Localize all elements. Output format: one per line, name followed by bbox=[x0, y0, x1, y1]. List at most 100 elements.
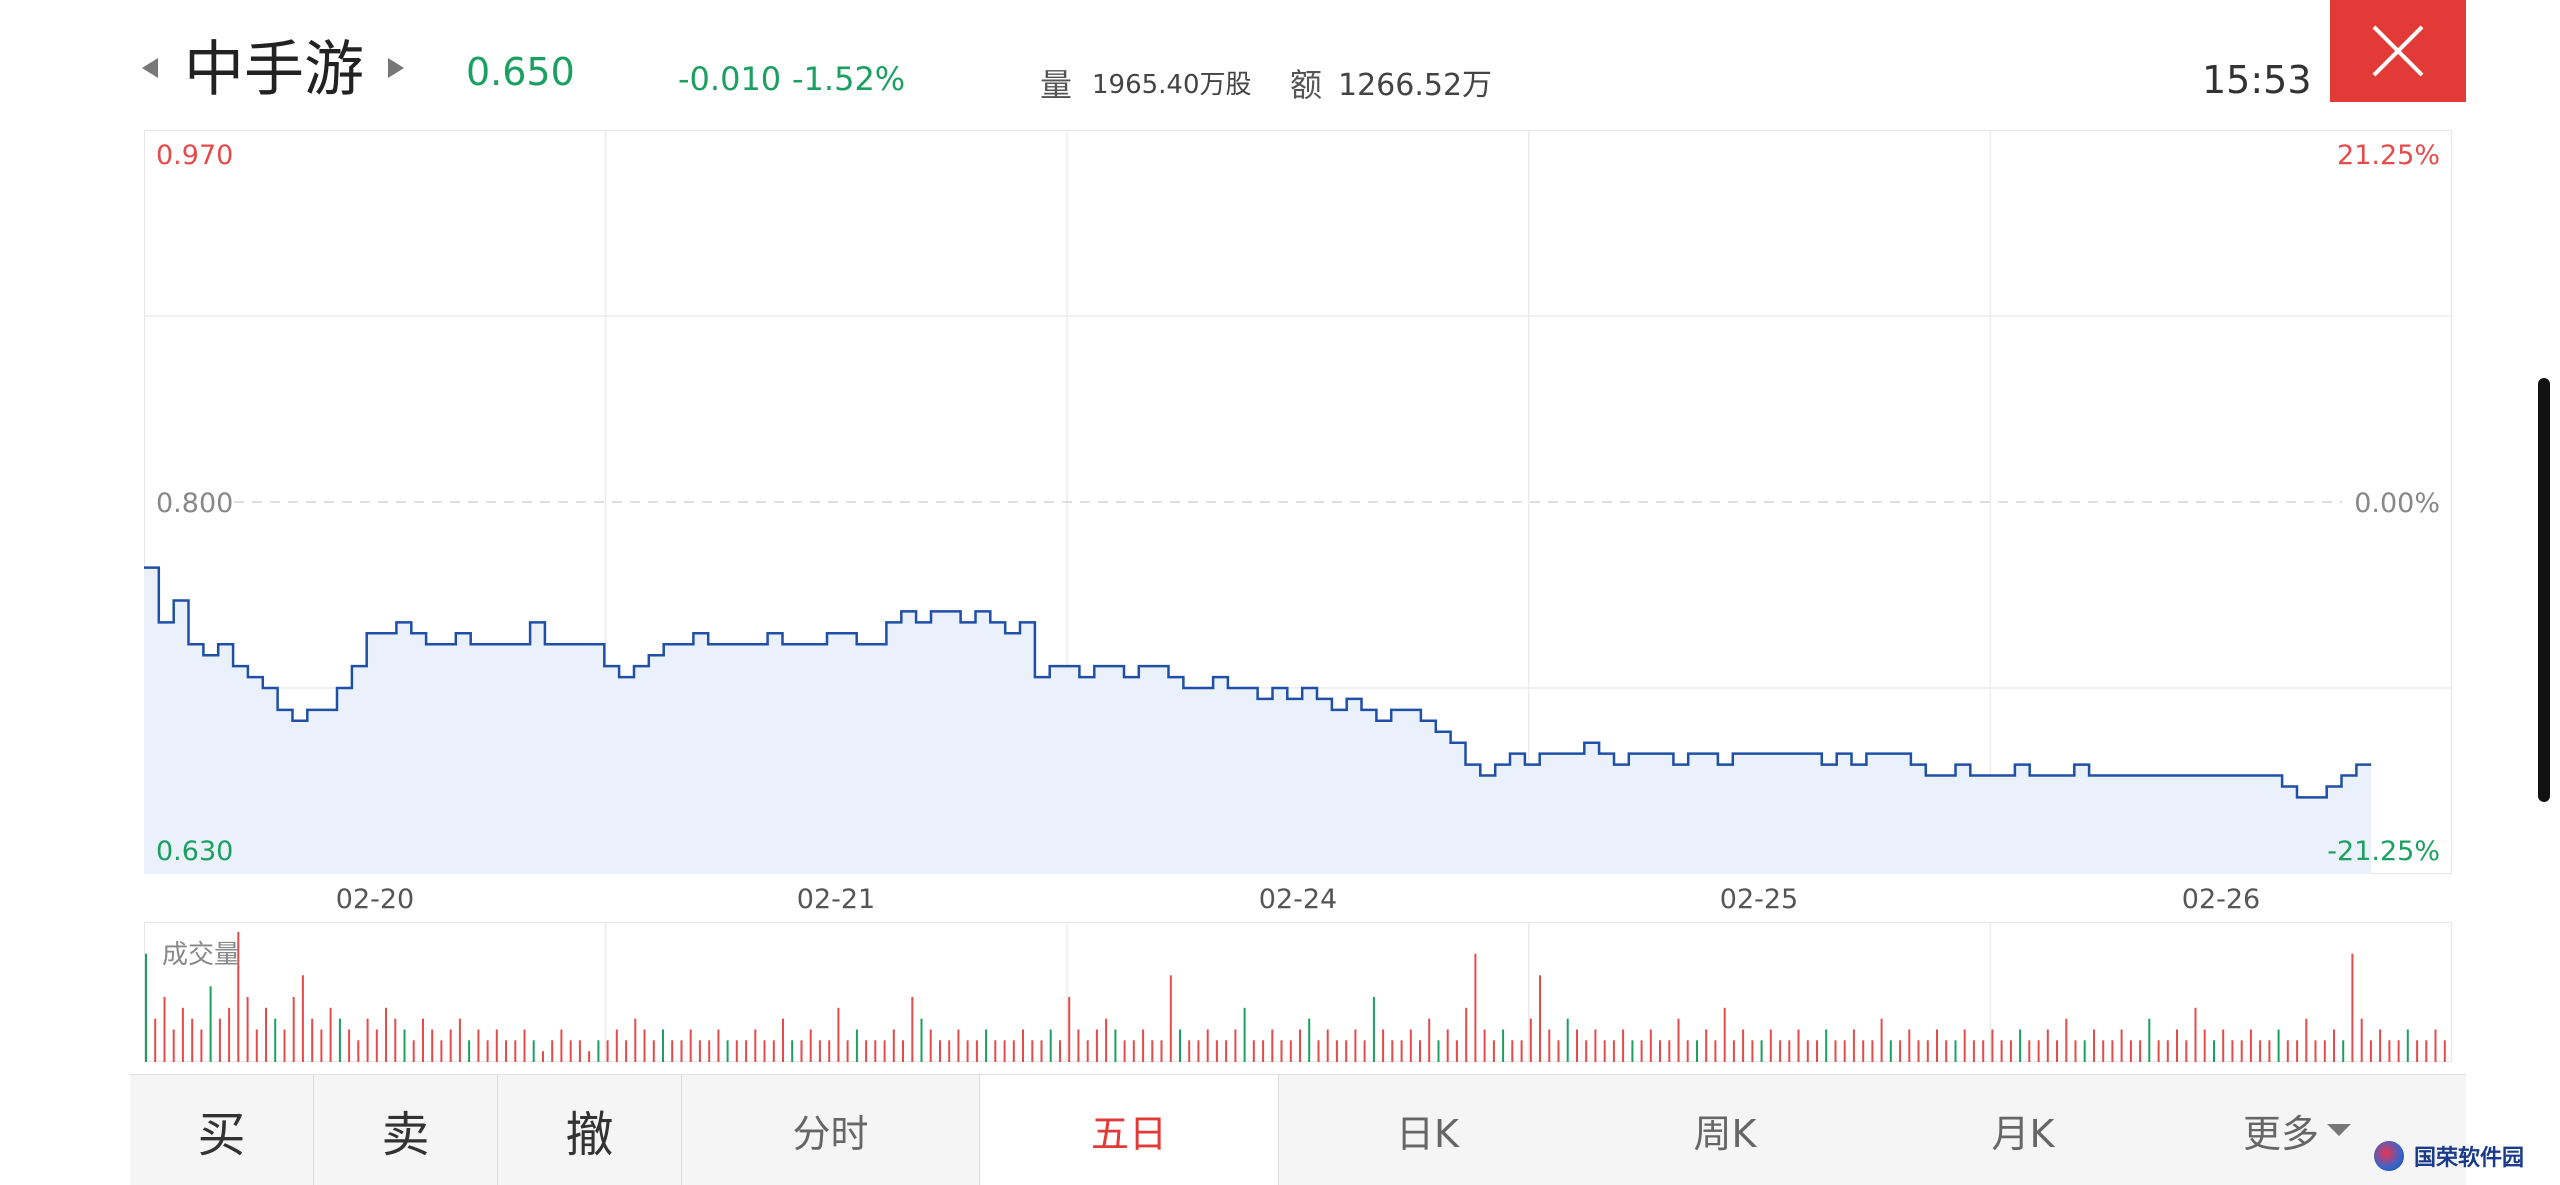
price-axis-max: 0.970 bbox=[156, 140, 234, 171]
next-stock-icon[interactable] bbox=[388, 58, 404, 78]
price-line bbox=[144, 566, 2372, 799]
volume-bar bbox=[717, 1029, 720, 1062]
amount-value: 1266.52万 bbox=[1338, 68, 1493, 103]
volume-bar bbox=[698, 1040, 701, 1062]
volume-bar bbox=[1012, 1040, 1015, 1062]
tab-five-day[interactable]: 五日 bbox=[980, 1075, 1278, 1185]
volume-bar bbox=[1114, 1029, 1117, 1062]
volume-bar bbox=[855, 1029, 858, 1062]
volume-bar bbox=[1788, 1040, 1791, 1062]
volume-bar bbox=[1151, 1040, 1154, 1062]
volume-bar bbox=[2028, 1040, 2031, 1062]
volume-bar bbox=[837, 1007, 840, 1062]
volume-bar bbox=[2397, 1040, 2400, 1062]
buy-button[interactable]: 买 bbox=[130, 1075, 314, 1185]
volume-bar bbox=[1576, 1029, 1578, 1062]
volume-bar bbox=[228, 1007, 231, 1062]
volume-bar bbox=[1899, 1040, 1902, 1062]
volume-bar bbox=[911, 997, 914, 1062]
volume-bar bbox=[191, 1018, 194, 1062]
volume-bar bbox=[1852, 1029, 1855, 1062]
volume-bar bbox=[1465, 1007, 1468, 1062]
volume-bar bbox=[2342, 1040, 2345, 1062]
volume-bar bbox=[1732, 1040, 1735, 1062]
volume-bar bbox=[800, 1040, 803, 1062]
volume-bar bbox=[1816, 1040, 1818, 1062]
volume-bar bbox=[1539, 975, 1541, 1062]
volume-bar bbox=[1797, 1029, 1800, 1062]
volume-bar bbox=[1345, 1040, 1348, 1062]
volume-bar bbox=[957, 1029, 960, 1062]
volume-bar bbox=[1031, 1040, 1034, 1062]
volume-bar bbox=[1963, 1029, 1966, 1062]
volume-bar bbox=[412, 1040, 415, 1062]
tab-more[interactable]: 更多 bbox=[2172, 1075, 2422, 1185]
pct-axis-max: 21.25% bbox=[2337, 140, 2440, 171]
volume-bar bbox=[1225, 1040, 1228, 1062]
volume-bar bbox=[542, 1051, 544, 1062]
volume-bar bbox=[1834, 1040, 1837, 1062]
volume-bar bbox=[265, 1007, 267, 1062]
price-axis-mid: 0.800 bbox=[156, 488, 234, 519]
volume-bar bbox=[902, 1040, 904, 1062]
volume-bar bbox=[2388, 1040, 2391, 1062]
tab-monthly-k[interactable]: 月K bbox=[1991, 1111, 2055, 1156]
volume-bar bbox=[1382, 1029, 1385, 1062]
volume-bar bbox=[1936, 1029, 1938, 1062]
volume-bar bbox=[1529, 1018, 1532, 1062]
volume-bar bbox=[1862, 1040, 1865, 1062]
volume-bar bbox=[1769, 1029, 1772, 1062]
volume-bar bbox=[809, 1029, 812, 1062]
volume-bar bbox=[625, 1040, 628, 1062]
volume-bar bbox=[2129, 1040, 2132, 1062]
volume-bar bbox=[708, 1040, 711, 1062]
volume-bar bbox=[1612, 1040, 1615, 1062]
prev-stock-icon[interactable] bbox=[142, 58, 158, 78]
volume-bar bbox=[2231, 1040, 2234, 1062]
volume-bar bbox=[1022, 1029, 1024, 1062]
volume-bar bbox=[1437, 1040, 1440, 1062]
volume-bar bbox=[320, 1029, 323, 1062]
volume-bar bbox=[1474, 953, 1477, 1062]
tab-intraday[interactable]: 分时 bbox=[682, 1075, 980, 1185]
volume-value: 1965.40万股 bbox=[1092, 70, 1252, 100]
volume-bar bbox=[2102, 1040, 2105, 1062]
volume-bar bbox=[514, 1040, 517, 1062]
current-price: 0.650 bbox=[466, 50, 575, 94]
volume-bar bbox=[1483, 1029, 1486, 1062]
volume-bar bbox=[975, 1040, 978, 1062]
volume-bar bbox=[1142, 1029, 1145, 1062]
volume-bar bbox=[2360, 1018, 2363, 1062]
volume-bar bbox=[1982, 1040, 1985, 1062]
volume-bar bbox=[1419, 1040, 1421, 1062]
close-button[interactable] bbox=[2330, 0, 2466, 102]
tab-weekly-k[interactable]: 周K bbox=[1693, 1111, 1757, 1156]
volume-bar bbox=[2286, 1040, 2289, 1062]
volume-label: 量 bbox=[1040, 66, 1073, 104]
volume-bar bbox=[1825, 1029, 1828, 1062]
volume-bar bbox=[1363, 1040, 1366, 1062]
amount-label: 额 bbox=[1290, 66, 1323, 104]
volume-bar bbox=[1843, 1040, 1846, 1062]
volume-bar bbox=[403, 1029, 406, 1062]
tab-daily-k[interactable]: 日K bbox=[1278, 1075, 1576, 1185]
volume-bar bbox=[2093, 1029, 2095, 1062]
volume-bar bbox=[200, 1029, 203, 1062]
volume-bar bbox=[154, 1018, 157, 1062]
volume-bar bbox=[1252, 1040, 1255, 1062]
volume-bar bbox=[1871, 1040, 1874, 1062]
volume-bar bbox=[1197, 1040, 1200, 1062]
volume-bar bbox=[1603, 1040, 1606, 1062]
scrollbar[interactable] bbox=[2538, 378, 2550, 802]
volume-bar bbox=[2259, 1040, 2262, 1062]
sell-button[interactable]: 卖 bbox=[314, 1075, 498, 1185]
volume-bar bbox=[274, 1018, 277, 1062]
volume-bar bbox=[865, 1040, 868, 1062]
volume-bar bbox=[671, 1040, 674, 1062]
date-label: 02-26 bbox=[2181, 884, 2261, 915]
cancel-order-button[interactable]: 撤 bbox=[498, 1075, 682, 1185]
volume-bar bbox=[634, 1018, 637, 1062]
volume-bar bbox=[1179, 1029, 1181, 1062]
volume-bar bbox=[1243, 1007, 1246, 1062]
volume-bar bbox=[1585, 1040, 1588, 1062]
